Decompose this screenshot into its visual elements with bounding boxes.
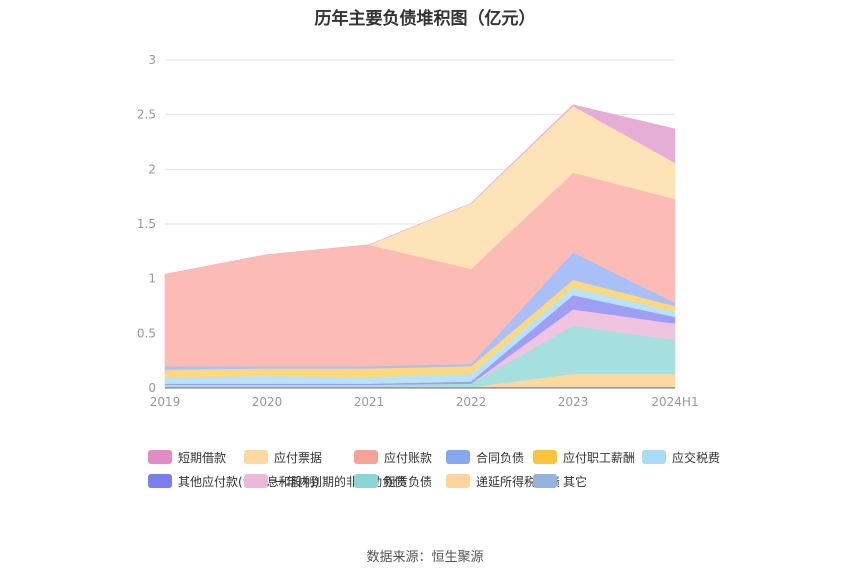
x-tick-label: 2023 [558,395,589,409]
area-series-10 [164,104,676,275]
legend-swatch [354,474,378,488]
legend-item[interactable]: 应付职工薪酬 [533,449,635,465]
axes: 0 0.5 1 1.5 2 2.5 3 2019 2020 2021 2022 2023 2024H1 [137,53,699,409]
legend-label: 应交税费 [672,450,721,465]
legend-item[interactable]: 应付账款 [354,449,432,465]
legend-item[interactable]: 应交税费 [642,449,720,465]
y-tick-label: 2 [148,162,156,176]
y-tick-label: 0.5 [137,326,156,340]
legend-label: 合同负债 [476,450,525,465]
data-source: 数据来源：恒生聚源 [366,550,484,565]
x-tick-label: 2019 [150,395,181,409]
legend-swatch [354,450,378,464]
y-tick-label: 1.5 [137,217,156,231]
x-tick-label: 2020 [252,395,283,409]
legend-swatch [148,450,172,464]
y-tick-label: 2.5 [137,108,156,122]
x-tick-label: 2024H1 [651,395,698,409]
y-tick-label: 1 [148,272,156,286]
legend-label: 应付票据 [274,450,323,465]
legend-item[interactable]: 应付票据 [244,449,322,465]
legend-item[interactable]: 合同负债 [446,449,524,465]
legend-item[interactable]: 短期借款 [148,449,226,465]
legend-label: 应付职工薪酬 [563,450,636,465]
chart-title: 历年主要负债堆积图（亿元） [314,9,536,29]
legend-swatch [148,474,172,488]
legend-label: 租赁负债 [384,474,433,489]
y-tick-label: 3 [148,53,156,67]
legend-swatch [533,450,557,464]
legend-swatch [244,450,268,464]
legend-item[interactable]: 租赁负债 [354,473,432,489]
legend-swatch [533,474,557,488]
legend-label: 短期借款 [178,450,227,465]
legend-swatch [446,474,470,488]
legend-label: 其它 [563,474,588,489]
legend-swatch [244,474,268,488]
legend-swatch [642,450,666,464]
area-series [164,104,676,389]
legend-label: 应付账款 [384,450,433,465]
legend-item[interactable]: 其它 [533,473,587,489]
x-tick-label: 2022 [456,395,487,409]
y-tick-label: 0 [148,381,156,395]
x-tick-label: 2021 [354,395,385,409]
legend-swatch [446,450,470,464]
